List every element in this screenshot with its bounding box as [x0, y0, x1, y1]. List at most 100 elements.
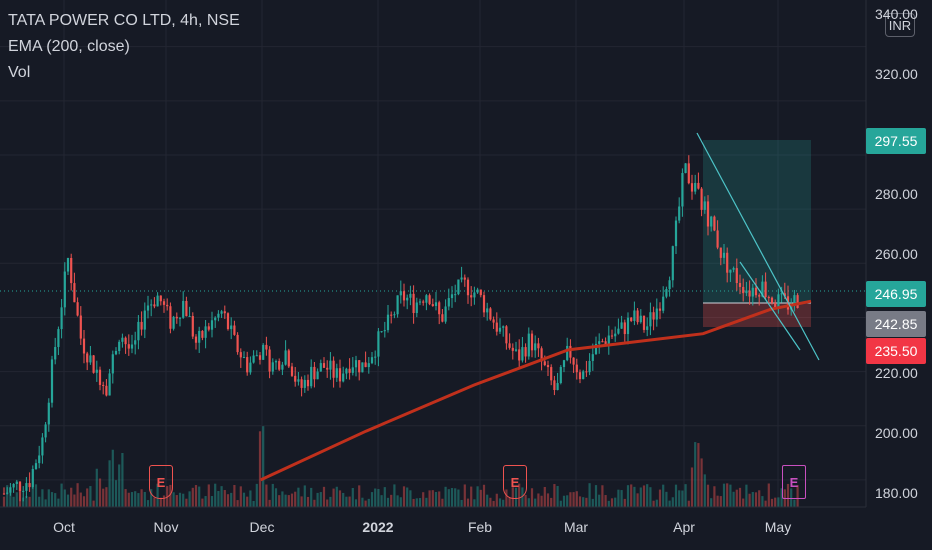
candle-body [399, 291, 402, 296]
candle-body [393, 314, 396, 316]
trendline-lower[interactable] [739, 261, 801, 351]
volume-bar [623, 498, 626, 507]
trendline-upper[interactable] [696, 132, 820, 361]
volume-bar [345, 496, 348, 507]
volume-bar [329, 496, 332, 507]
candle-body [290, 366, 294, 376]
volume-bar [774, 497, 777, 507]
candle-body [230, 325, 233, 330]
candle-body [438, 302, 441, 315]
y-tick: 200.00 [875, 425, 918, 441]
candle-body [738, 283, 742, 287]
candle-body [434, 302, 438, 306]
volume-bar [236, 500, 239, 507]
volume-bar [281, 491, 284, 507]
candle-body [540, 348, 543, 362]
volume-bar [393, 484, 396, 507]
candle-body [6, 492, 9, 494]
candle-body [34, 463, 38, 470]
candle-body [60, 307, 63, 330]
volume-bar [114, 480, 118, 507]
earnings-marker-icon[interactable]: E [503, 465, 527, 499]
candle-body [143, 310, 146, 330]
candle-body [777, 294, 780, 309]
volume-bar [399, 497, 402, 507]
candle-body [492, 319, 495, 323]
volume-bar [98, 478, 102, 507]
candle-body [294, 375, 297, 382]
candle-body [633, 310, 636, 321]
candle-body [313, 366, 316, 380]
volume-bar [185, 498, 188, 507]
ema-indicator-label[interactable]: EMA (200, close) [8, 38, 130, 55]
candle-body [726, 252, 729, 273]
candle-body [630, 317, 633, 321]
volume-bar [383, 487, 386, 507]
symbol-title[interactable]: TATA POWER CO LTD, 4h, NSE [8, 12, 240, 29]
volume-bar [111, 449, 114, 507]
candle-body [332, 360, 335, 378]
candle-body [111, 354, 114, 374]
candle-body [303, 379, 306, 388]
volume-bar [524, 494, 527, 507]
candle-body [681, 173, 684, 207]
volume-bar [607, 500, 610, 507]
volume-bar [780, 488, 783, 507]
y-tick: 320.00 [875, 66, 918, 82]
candle-body [450, 294, 454, 299]
candle-body [22, 490, 25, 492]
candle-body [463, 277, 466, 280]
candle-body [598, 341, 601, 344]
candle-body [530, 333, 534, 351]
candle-body [236, 334, 239, 353]
volume-bar [159, 497, 162, 507]
grid-lines [0, 0, 866, 507]
volume-bar [217, 490, 220, 507]
volume-bar [684, 484, 687, 507]
earnings-marker-icon[interactable]: E [782, 465, 806, 499]
volume-bar [486, 494, 489, 507]
position-target-zone[interactable] [703, 140, 811, 303]
volume-bar [265, 484, 268, 507]
candle-body [444, 306, 447, 322]
candle-body [422, 301, 425, 303]
volume-bar [169, 484, 172, 507]
candle-body [713, 216, 716, 231]
candle-body [198, 330, 201, 343]
volume-bar [482, 484, 486, 507]
volume-bar [105, 487, 108, 507]
y-tick: 260.00 [875, 246, 918, 262]
volume-bar [294, 491, 297, 507]
candle-body [326, 367, 329, 370]
volume-bar [252, 500, 255, 507]
volume-bar [614, 497, 617, 507]
volume-bar [268, 499, 271, 507]
volume-bar [60, 483, 63, 507]
volume-bar [738, 487, 742, 507]
candle-body [687, 163, 690, 184]
candle-body [105, 385, 108, 396]
volume-bar [198, 486, 201, 507]
volume-bar [418, 498, 422, 507]
candle-body [134, 340, 137, 345]
candle-body [95, 369, 98, 373]
candle-body [674, 220, 678, 247]
candle-body [569, 345, 572, 358]
volume-bar [162, 495, 166, 507]
candle-body [697, 182, 700, 189]
volume-bar [649, 487, 652, 507]
x-tick: Feb [467, 519, 493, 535]
candle-body [601, 341, 604, 343]
candle-body [518, 349, 521, 361]
candle-body [751, 287, 754, 297]
volume-bar [15, 492, 18, 507]
volume-bar [751, 491, 754, 507]
candle-body [543, 361, 546, 366]
volume-indicator-label[interactable]: Vol [8, 64, 31, 81]
earnings-marker-icon[interactable]: E [149, 465, 173, 499]
volume-bar [546, 493, 550, 507]
currency-button[interactable]: INR [885, 13, 915, 37]
candle-body [38, 455, 41, 464]
candle-body [223, 311, 226, 314]
